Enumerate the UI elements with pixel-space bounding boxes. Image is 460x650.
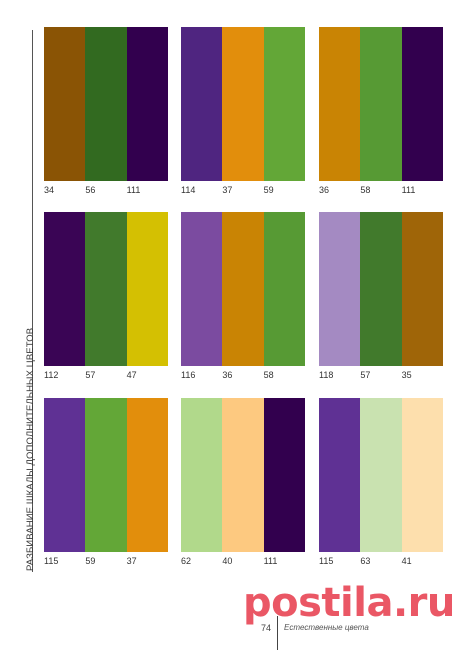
watermark: postila.ru (243, 580, 455, 626)
palette-swatches (181, 212, 305, 366)
color-swatch (319, 398, 361, 552)
color-code: 47 (126, 370, 137, 380)
palette-codes: 34 56 111 (44, 185, 168, 195)
palette-codes: 114 37 59 (181, 185, 305, 195)
palette-swatches (44, 212, 168, 366)
color-code: 116 (181, 370, 196, 380)
color-code: 118 (319, 370, 334, 380)
color-swatch (44, 212, 86, 366)
color-code: 57 (360, 370, 371, 380)
color-swatch (44, 398, 86, 552)
palette-codes: 36 58 111 (319, 185, 443, 195)
footer-divider (277, 616, 278, 650)
palette-codes: 116 36 58 (181, 370, 305, 380)
color-swatch (126, 212, 168, 366)
color-swatch (401, 398, 443, 552)
color-code: 111 (263, 556, 278, 566)
page-number: 74 (261, 623, 272, 633)
color-swatch (85, 212, 127, 366)
color-code: 59 (263, 185, 274, 195)
color-code: 41 (401, 556, 412, 566)
color-code: 114 (181, 185, 196, 195)
color-code: 40 (222, 556, 233, 566)
palette-card: 116 36 58 (181, 212, 305, 380)
color-swatch (85, 398, 127, 552)
palette-card: 115 59 37 (44, 398, 168, 566)
color-code: 57 (85, 370, 96, 380)
color-swatch (222, 27, 264, 181)
color-swatch (360, 398, 402, 552)
palette-card: 114 37 59 (181, 27, 305, 195)
color-swatch (222, 398, 264, 552)
footer-title: Естественные цвета (284, 623, 369, 632)
color-code: 56 (85, 185, 96, 195)
color-swatch (360, 27, 402, 181)
palette-swatches (181, 398, 305, 552)
color-code: 62 (181, 556, 192, 566)
palette-card: 118 57 35 (319, 212, 443, 380)
color-code: 58 (360, 185, 371, 195)
color-code: 111 (126, 185, 141, 195)
color-swatch (126, 27, 168, 181)
side-section-title: РАЗБИВАНИЕ ШКАЛЫ ДОПОЛНИТЕЛЬНЫХ ЦВЕТОВ (25, 327, 36, 571)
color-code: 112 (44, 370, 59, 380)
palette-card: 36 58 111 (319, 27, 443, 195)
color-swatch (401, 212, 443, 366)
palette-card: 115 63 41 (319, 398, 443, 566)
palette-codes: 112 57 47 (44, 370, 168, 380)
color-swatch (319, 27, 361, 181)
color-swatch (401, 27, 443, 181)
color-swatch (181, 27, 223, 181)
palette-swatches (319, 398, 443, 552)
color-swatch (263, 398, 305, 552)
color-swatch (360, 212, 402, 366)
color-swatch (85, 27, 127, 181)
palette-codes: 115 59 37 (44, 556, 168, 566)
color-code: 37 (126, 556, 137, 566)
palette-swatches (44, 398, 168, 552)
color-swatch (263, 212, 305, 366)
color-code: 35 (401, 370, 412, 380)
side-rule (32, 30, 33, 572)
color-code: 58 (263, 370, 274, 380)
color-code: 63 (360, 556, 371, 566)
color-swatch (126, 398, 168, 552)
palette-codes: 118 57 35 (319, 370, 443, 380)
palette-swatches (44, 27, 168, 181)
color-code: 36 (222, 370, 233, 380)
color-code: 34 (44, 185, 55, 195)
color-code: 37 (222, 185, 233, 195)
palette-swatches (181, 27, 305, 181)
color-code: 59 (85, 556, 96, 566)
palette-card: 112 57 47 (44, 212, 168, 380)
palette-swatches (319, 212, 443, 366)
color-swatch (222, 212, 264, 366)
color-swatch (263, 27, 305, 181)
color-swatch (319, 212, 361, 366)
palette-swatches (319, 27, 443, 181)
color-swatch (44, 27, 86, 181)
color-code: 115 (319, 556, 334, 566)
palette-codes: 115 63 41 (319, 556, 443, 566)
palette-card: 62 40 111 (181, 398, 305, 566)
palette-codes: 62 40 111 (181, 556, 305, 566)
color-swatch (181, 398, 223, 552)
color-code: 111 (401, 185, 416, 195)
color-swatch (181, 212, 223, 366)
color-code: 115 (44, 556, 59, 566)
color-code: 36 (319, 185, 330, 195)
palette-card: 34 56 111 (44, 27, 168, 195)
